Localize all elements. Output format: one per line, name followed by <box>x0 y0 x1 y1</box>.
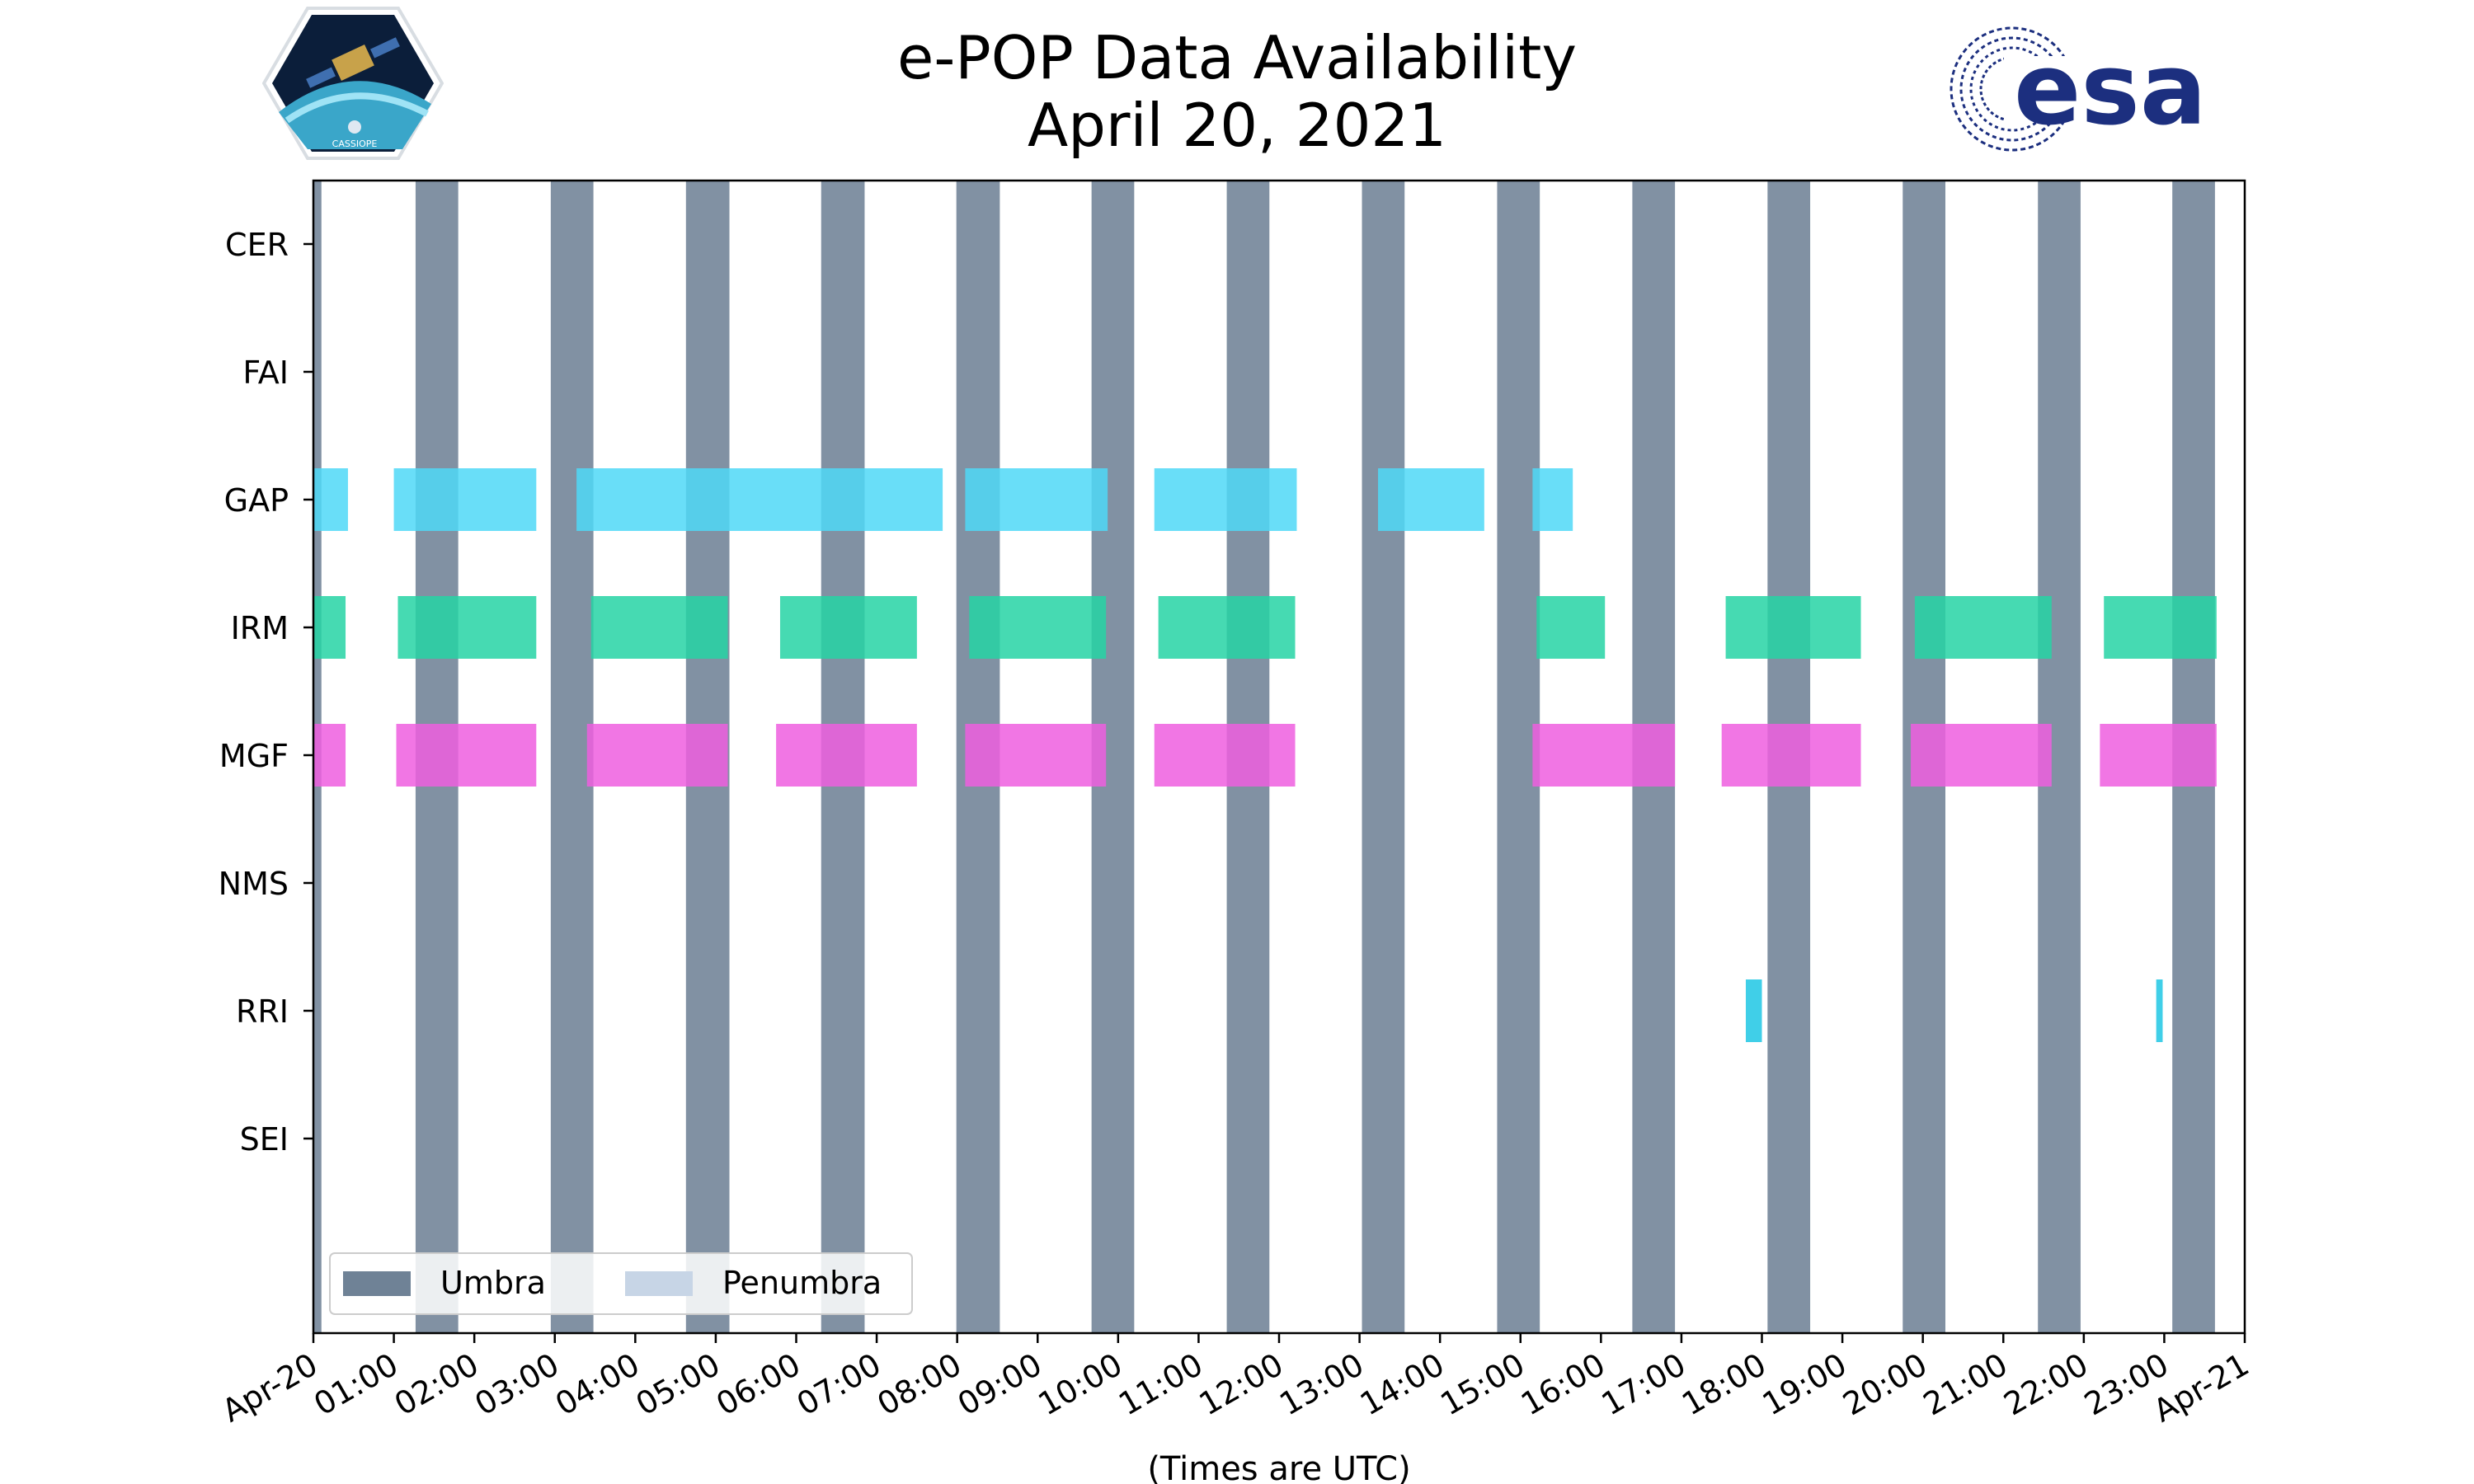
y-axis: CER FAI GAP IRM MGF NMS RRI SEI <box>219 227 313 1158</box>
cassiope-logo-label: CASSIOPE <box>332 139 378 149</box>
legend-umbra-label: Umbra <box>440 1265 546 1301</box>
legend: Umbra Penumbra <box>329 1252 913 1315</box>
x-tick-label-16: 16:00 <box>1515 1346 1611 1423</box>
irm-bar-4 <box>969 596 1107 659</box>
irm-bar-7 <box>1725 596 1861 659</box>
legend-penumbra-swatch <box>625 1271 693 1296</box>
x-tick-label-0: Apr-20 <box>216 1346 324 1430</box>
mgf-bar-7 <box>1721 724 1861 787</box>
x-tick-label-13: 13:00 <box>1273 1346 1370 1423</box>
data-bars <box>313 468 2217 1042</box>
mgf-bar-6 <box>1532 724 1676 787</box>
x-tick-label-7: 07:00 <box>791 1346 887 1423</box>
x-tick-label-8: 08:00 <box>871 1346 967 1423</box>
umbra-band-8 <box>1362 181 1405 1333</box>
cassiope-logo: CASSIOPE <box>262 7 444 160</box>
x-axis-label: (Times are UTC) <box>1147 1450 1410 1484</box>
x-tick-label-17: 17:00 <box>1596 1346 1692 1423</box>
mgf-bar-5 <box>1154 724 1296 787</box>
x-tick-label-1: 01:00 <box>308 1346 404 1423</box>
irm-bar-1 <box>397 596 537 659</box>
irm-bar-9 <box>2104 596 2217 659</box>
gap-bar-4 <box>1154 468 1297 531</box>
mgf-bar-0 <box>313 724 346 787</box>
x-tick-label-5: 05:00 <box>630 1346 727 1423</box>
gap-bar-6 <box>1532 468 1573 531</box>
mgf-bar-9 <box>2100 724 2217 787</box>
rri-bar-1 <box>2156 979 2163 1042</box>
y-tick-label-nms: NMS <box>219 866 289 902</box>
mgf-bar-4 <box>965 724 1107 787</box>
y-tick-label-fai: FAI <box>242 355 289 391</box>
title-line-1: e-POP Data Availability <box>897 23 1577 92</box>
x-tick-label-21: 21:00 <box>1917 1346 2014 1423</box>
x-tick-label-6: 06:00 <box>710 1346 807 1423</box>
y-tick-label-mgf: MGF <box>219 738 289 774</box>
gap-bar-2 <box>576 468 943 531</box>
legend-box <box>329 1252 913 1315</box>
mgf-bar-3 <box>776 724 917 787</box>
irm-bar-5 <box>1158 596 1296 659</box>
irm-bar-8 <box>1914 596 2052 659</box>
esa-logo: esa <box>1950 26 2207 152</box>
legend-penumbra-label: Penumbra <box>722 1265 882 1301</box>
legend-umbra-swatch <box>343 1271 411 1296</box>
x-axis: Apr-2001:0002:0003:0004:0005:0006:0007:0… <box>216 1333 2255 1429</box>
x-tick-label-19: 19:00 <box>1757 1346 1853 1423</box>
y-tick-label-irm: IRM <box>231 610 289 646</box>
rri-bar-0 <box>1745 979 1762 1042</box>
mgf-bar-1 <box>396 724 537 787</box>
y-tick-label-sei: SEI <box>240 1121 289 1158</box>
x-tick-label-11: 11:00 <box>1112 1346 1209 1423</box>
gap-bar-1 <box>393 468 537 531</box>
mgf-bar-8 <box>1911 724 2052 787</box>
gap-bar-0 <box>313 468 348 531</box>
x-tick-label-3: 03:00 <box>468 1346 565 1423</box>
x-tick-label-22: 22:00 <box>1997 1346 2094 1423</box>
y-tick-label-rri: RRI <box>236 993 289 1030</box>
esa-logo-text: esa <box>2014 33 2207 148</box>
x-tick-label-10: 10:00 <box>1032 1346 1128 1423</box>
x-tick-label-15: 15:00 <box>1434 1346 1531 1423</box>
y-tick-label-gap: GAP <box>224 482 289 519</box>
x-tick-label-20: 20:00 <box>1837 1346 1933 1423</box>
mgf-bar-2 <box>586 724 728 787</box>
umbra-band-2 <box>550 181 594 1333</box>
irm-bar-3 <box>779 596 917 659</box>
x-tick-label-12: 12:00 <box>1193 1346 1290 1423</box>
x-tick-label-14: 14:00 <box>1354 1346 1451 1423</box>
x-tick-label-9: 09:00 <box>952 1346 1048 1423</box>
title-line-2: April 20, 2021 <box>1027 91 1447 160</box>
gap-bar-3 <box>965 468 1108 531</box>
x-tick-label-2: 02:00 <box>388 1346 485 1423</box>
x-tick-label-18: 18:00 <box>1676 1346 1772 1423</box>
gap-bar-5 <box>1378 468 1484 531</box>
irm-bar-6 <box>1536 596 1606 659</box>
irm-bar-2 <box>590 596 728 659</box>
irm-bar-0 <box>313 596 346 659</box>
x-tick-label-4: 04:00 <box>549 1346 646 1423</box>
y-tick-label-cer: CER <box>225 227 289 263</box>
